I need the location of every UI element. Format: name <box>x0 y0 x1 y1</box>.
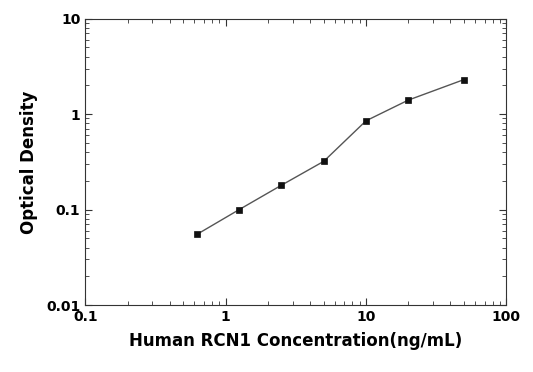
X-axis label: Human RCN1 Concentration(ng/mL): Human RCN1 Concentration(ng/mL) <box>129 332 463 350</box>
Y-axis label: Optical Density: Optical Density <box>20 90 38 234</box>
